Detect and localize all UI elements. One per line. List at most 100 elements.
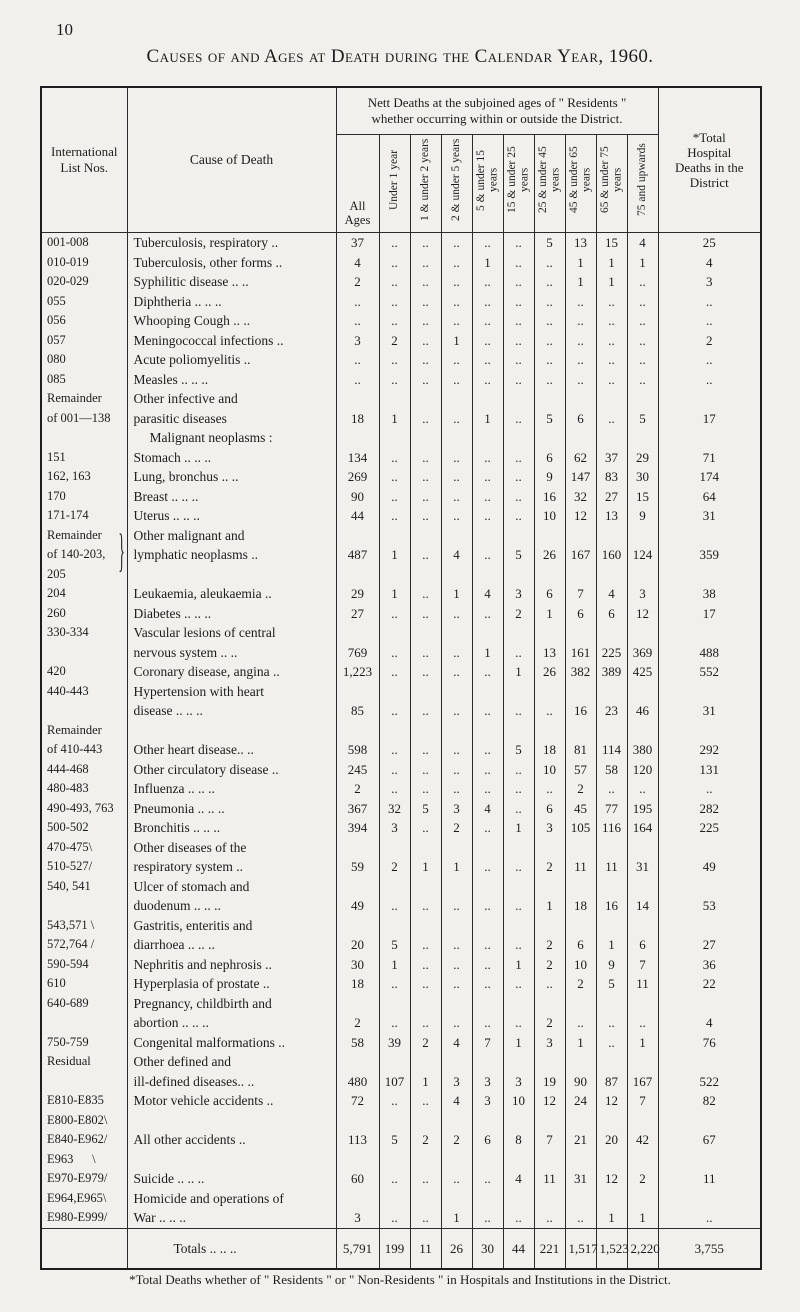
cause-of-death-cell: Pregnancy, childbirth and abortion .. ..…: [126, 993, 337, 1033]
intl-list-nos-text: 056: [47, 313, 66, 327]
age-band-cell: ..: [533, 272, 566, 292]
age-band-cell: 31: [564, 1149, 597, 1189]
age-band-label: 15 & under 25 years: [506, 146, 531, 214]
intl-list-nos-text: 085: [47, 371, 66, 386]
age-band-cell: ..: [378, 252, 411, 272]
age-band-cell: ..: [502, 311, 535, 331]
table-row: Remainder of 140-203, 205} Other malignan…: [40, 525, 762, 584]
age-band-cell: ..: [471, 1188, 504, 1228]
age-band-cell: ..: [378, 876, 411, 916]
age-band-cell: 1: [440, 1188, 473, 1228]
age-band-cell: ..: [440, 759, 473, 779]
age-band-cell: 1: [378, 954, 411, 974]
age-band-cell: ..: [409, 525, 442, 584]
hospital-deaths-cell: ..: [657, 291, 762, 311]
table-row: E964,E965\ E980-E999/Homicide and operat…: [40, 1188, 762, 1228]
age-band-cell: ..: [533, 369, 566, 389]
intl-list-nos-cell: Remainder of 410-443: [40, 720, 128, 760]
age-band-cell: ..: [378, 720, 411, 760]
cause-of-death-cell: Diphtheria .. .. ..: [126, 291, 337, 311]
age-band-cell: ..: [502, 837, 535, 877]
age-band-cell: ..: [378, 974, 411, 994]
age-band-cell: ..: [440, 311, 473, 331]
age-band-cell: ..: [409, 272, 442, 292]
age-band-cell: 4: [440, 525, 473, 584]
age-band-cell: 164: [626, 818, 659, 838]
age-band-cell: 167: [564, 525, 597, 584]
age-band-cell: 31: [626, 837, 659, 877]
all-ages-cell: 113: [335, 1110, 380, 1150]
age-band-cell: ..: [471, 818, 504, 838]
hospital-deaths-cell: 64: [657, 486, 762, 506]
age-band-cell: 1: [440, 837, 473, 877]
intl-list-nos-text: 420: [47, 664, 66, 678]
age-band-cell: 369: [626, 623, 659, 662]
age-band-cell: 7: [471, 1032, 504, 1052]
age-band-cell: ..: [409, 369, 442, 389]
cause-of-death-cell: Other heart disease.. ..: [126, 720, 337, 760]
table-header: International List Nos. Cause of Death N…: [40, 86, 762, 233]
age-band-cell: 1: [564, 1032, 597, 1052]
table-row: Remainder of 410-443 Other heart disease…: [40, 720, 762, 760]
age-band-cell: ..: [626, 779, 659, 799]
age-band-cell: ..: [595, 779, 628, 799]
hospital-deaths-cell: 71: [657, 447, 762, 467]
age-band-cell: 5: [626, 389, 659, 428]
age-band-cell: ..: [595, 389, 628, 428]
age-band-cell: 1: [409, 837, 442, 877]
age-band-cell: 46: [626, 681, 659, 721]
intl-list-nos-cell: 444-468: [40, 759, 128, 779]
age-band-cell: ..: [409, 506, 442, 526]
intl-list-nos-cell: 085: [40, 369, 128, 389]
intl-list-nos-text: 330-334: [47, 625, 89, 639]
table-row: 170 Breast .. .. .. 90.......... 16 32 27 15 64: [40, 486, 762, 506]
all-ages-cell: 245: [335, 759, 380, 779]
age-band-cell: 5: [502, 525, 535, 584]
age-band-cell: ..: [378, 232, 411, 253]
age-band-cell: 2: [564, 974, 597, 994]
intl-list-nos-text: 020-029: [47, 274, 89, 288]
age-band-cell: 2: [533, 993, 566, 1033]
cause-of-death-cell: Other infective and parasitic diseases: [126, 389, 337, 428]
age-band-cell: ..: [440, 291, 473, 311]
age-band-cell: ..: [626, 369, 659, 389]
age-band-cell: [378, 428, 411, 448]
header-all-ages: All Ages: [335, 134, 380, 233]
age-band-cell: 1: [626, 252, 659, 272]
all-ages-cell: 3: [335, 1188, 380, 1228]
intl-list-nos-text: 540, 541: [47, 878, 91, 893]
age-band-cell: ..: [440, 447, 473, 467]
age-band-cell: ..: [533, 330, 566, 350]
intl-list-nos-text: 001-008: [47, 235, 89, 249]
all-ages-cell: 480: [335, 1052, 380, 1091]
age-band-cell: 9: [595, 954, 628, 974]
intl-list-nos-text: 480-483: [47, 781, 89, 795]
cause-of-death-cell: Nephritis and nephrosis ..: [126, 954, 337, 974]
cause-of-death-cell: Influenza .. .. ..: [126, 779, 337, 799]
hospital-deaths-cell: 31: [657, 506, 762, 526]
age-band-cell: ..: [502, 915, 535, 955]
age-band-cell: ..: [409, 623, 442, 662]
age-band-cell: 221: [533, 1227, 566, 1269]
intl-list-nos-cell: 171-174: [40, 506, 128, 526]
hospital-deaths-cell: 4: [657, 252, 762, 272]
intl-list-nos-text: E800-E802\ E840-E962/: [47, 1112, 108, 1147]
age-band-cell: 2: [409, 1032, 442, 1052]
all-ages-cell: 2: [335, 272, 380, 292]
age-band-cell: 6: [533, 584, 566, 604]
age-band-cell: ..: [378, 486, 411, 506]
intl-list-nos-text: Remainder of 140-203, 205: [47, 527, 106, 581]
age-band-cell: ..: [409, 447, 442, 467]
age-band-cell: ..: [595, 311, 628, 331]
age-band-cell: 116: [595, 818, 628, 838]
age-band-cell: [440, 428, 473, 448]
age-band-cell: 10: [502, 1091, 535, 1111]
all-ages-cell: 20: [335, 915, 380, 955]
table-row: 640-689 Pregnancy, childbirth and abortio…: [40, 993, 762, 1033]
age-band-label: 1 & under 2 years: [419, 138, 432, 222]
cause-of-death-cell: Lung, bronchus .. ..: [126, 467, 337, 487]
age-band-cell: 16: [595, 876, 628, 916]
cause-of-death-cell: Motor vehicle accidents ..: [126, 1091, 337, 1111]
age-band-cell: ..: [471, 837, 504, 877]
